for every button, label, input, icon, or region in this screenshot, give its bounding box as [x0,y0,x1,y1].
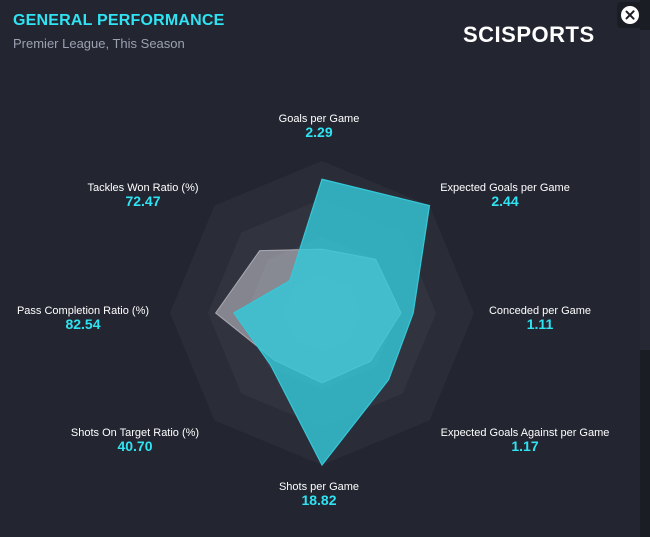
axis-value: 2.29 [305,124,332,140]
axis-value: 18.82 [301,492,336,508]
axis-label: Goals per Game [279,113,360,125]
axis-value: 82.54 [65,316,100,332]
axis-label: Shots On Target Ratio (%) [71,427,199,439]
side-strip-notch [640,30,650,350]
close-icon[interactable] [621,6,639,24]
axis-label: Shots per Game [279,481,359,493]
axis-value: 72.47 [125,193,160,209]
side-strip [640,0,650,537]
axis-value: 2.44 [491,193,518,209]
axis-value: 1.11 [527,316,554,332]
axis-label: Expected Goals Against per Game [441,427,610,439]
axis-value: 1.17 [511,438,538,454]
page-subtitle: Premier League, This Season [13,36,185,51]
axis-label: Expected Goals per Game [440,182,570,194]
scisports-logo: SCISPORTS [463,22,595,47]
close-button[interactable] [617,2,643,28]
main-series-area [232,178,431,467]
page-title: GENERAL PERFORMANCE [13,12,225,29]
axis-label: Pass Completion Ratio (%) [17,305,149,317]
axis-value: 40.70 [117,438,152,454]
axis-label: Tackles Won Ratio (%) [87,182,198,194]
axis-label: Conceded per Game [489,305,591,317]
